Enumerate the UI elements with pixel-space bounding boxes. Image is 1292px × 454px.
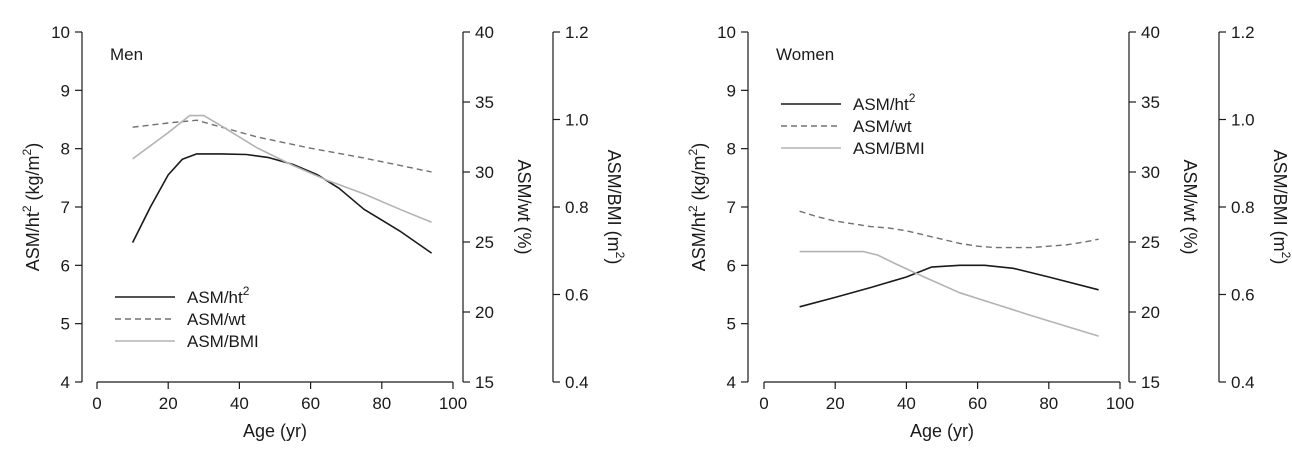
wt-y-title-main: ASM/wt (%) <box>1180 159 1200 254</box>
wt-y-tick-label: 20 <box>1141 303 1160 322</box>
legend-label-main: ASM/wt <box>853 117 912 136</box>
left-y-tick-label: 10 <box>717 23 736 42</box>
bmi-y-title-sup: 2 <box>1279 252 1292 259</box>
panel-label: Men <box>110 45 143 64</box>
x-tick-label: 80 <box>1039 394 1058 413</box>
left-y-title-main: ASM/ht <box>689 212 709 271</box>
left-y-tick-label: 7 <box>727 198 736 217</box>
wt-y-tick-label: 40 <box>475 23 494 42</box>
bmi-y-tick-label: 0.4 <box>1231 373 1255 392</box>
legend-label-wt: ASM/wt <box>853 117 912 136</box>
bmi-y-title-main: ASM/BMI (m <box>1270 150 1290 252</box>
wt-y-tick-label: 35 <box>475 93 494 112</box>
wt-y-tick-label: 30 <box>1141 163 1160 182</box>
wt-y-tick-label: 15 <box>475 373 494 392</box>
series-line-bmi <box>799 250 1099 337</box>
bmi-y-tick-label: 0.8 <box>1231 198 1255 217</box>
legend-label-sup: 2 <box>909 91 916 105</box>
left-y-tick-label: 4 <box>61 373 70 392</box>
left-y-axis-title: ASM/ht2 (kg/m2) <box>686 143 709 271</box>
left-y-title-suffix-sup: 2 <box>686 148 700 155</box>
left-y-title-close: ) <box>23 143 43 149</box>
x-tick-label: 60 <box>968 394 987 413</box>
series-line-wt <box>132 119 432 173</box>
legend-label-ht2: ASM/ht2 <box>853 91 916 114</box>
bmi-y-tick-label: 0.8 <box>565 198 589 217</box>
legend-label-main: ASM/ht <box>187 288 243 307</box>
left-y-axis-title: ASM/ht2 (kg/m2) <box>20 143 43 271</box>
wt-y-title-main: ASM/wt (%) <box>514 159 534 254</box>
left-y-tick-label: 6 <box>61 256 70 275</box>
left-y-title-close: ) <box>689 143 709 149</box>
bmi-y-tick-label: 0.6 <box>565 286 589 305</box>
series-line-ht2 <box>799 264 1099 308</box>
x-tick-label: 0 <box>759 394 768 413</box>
bmi-y-tick-label: 1.0 <box>1231 111 1255 130</box>
wt-y-tick-label: 40 <box>1141 23 1160 42</box>
series-line-bmi <box>132 114 432 224</box>
bmi-y-title-main: ASM/BMI (m <box>604 150 624 252</box>
bmi-y-axis-title: ASM/BMI (m2) <box>604 150 627 265</box>
x-tick-label: 20 <box>159 394 178 413</box>
left-y-title-sup: 2 <box>686 205 700 212</box>
bmi-y-axis-title: ASM/BMI (m2) <box>1270 150 1292 265</box>
bmi-y-title-close: ) <box>1270 258 1290 264</box>
bmi-y-title-sup: 2 <box>613 252 627 259</box>
legend-label-wt: ASM/wt <box>187 310 246 329</box>
wt-y-tick-label: 25 <box>475 233 494 252</box>
left-y-title-suffix-sup: 2 <box>20 148 34 155</box>
wt-y-axis-title: ASM/wt (%) <box>1180 159 1200 254</box>
series-line-ht2 <box>131 153 433 254</box>
left-y-tick-label: 5 <box>727 315 736 334</box>
left-y-title-sup: 2 <box>20 205 34 212</box>
x-axis-title: Age (yr) <box>243 421 307 441</box>
bmi-y-tick-label: 0.6 <box>1231 286 1255 305</box>
left-y-tick-label: 7 <box>61 198 70 217</box>
left-y-title-suffix: (kg/m <box>23 155 43 205</box>
x-tick-label: 40 <box>230 394 249 413</box>
wt-y-tick-label: 20 <box>475 303 494 322</box>
legend-label-bmi: ASM/BMI <box>187 332 259 351</box>
wt-y-tick-label: 15 <box>1141 373 1160 392</box>
left-y-tick-label: 9 <box>61 81 70 100</box>
left-y-title-suffix: (kg/m <box>689 155 709 205</box>
legend-label-bmi: ASM/BMI <box>853 139 925 158</box>
left-y-tick-label: 8 <box>727 140 736 159</box>
series-line-wt <box>799 210 1099 249</box>
x-tick-label: 100 <box>1106 394 1134 413</box>
wt-y-tick-label: 25 <box>1141 233 1160 252</box>
bmi-y-tick-label: 0.4 <box>565 373 589 392</box>
x-tick-label: 100 <box>439 394 467 413</box>
x-axis-title: Age (yr) <box>910 421 974 441</box>
left-y-title-main: ASM/ht <box>23 212 43 271</box>
x-tick-label: 0 <box>92 394 101 413</box>
wt-y-tick-label: 30 <box>475 163 494 182</box>
x-tick-label: 80 <box>372 394 391 413</box>
left-y-tick-label: 6 <box>727 256 736 275</box>
legend-label-main: ASM/BMI <box>187 332 259 351</box>
bmi-y-title-close: ) <box>604 258 624 264</box>
panel-label: Women <box>776 45 834 64</box>
left-y-tick-label: 8 <box>61 140 70 159</box>
legend-label-main: ASM/BMI <box>853 139 925 158</box>
wt-y-axis-title: ASM/wt (%) <box>514 159 534 254</box>
x-tick-label: 40 <box>897 394 916 413</box>
bmi-y-tick-label: 1.0 <box>565 111 589 130</box>
legend-label-sup: 2 <box>243 284 250 298</box>
x-tick-label: 60 <box>301 394 320 413</box>
x-tick-label: 20 <box>826 394 845 413</box>
bmi-y-tick-label: 1.2 <box>565 23 589 42</box>
wt-y-tick-label: 35 <box>1141 93 1160 112</box>
left-y-tick-label: 10 <box>51 23 70 42</box>
left-y-tick-label: 4 <box>727 373 736 392</box>
bmi-y-tick-label: 1.2 <box>1231 23 1255 42</box>
left-y-tick-label: 5 <box>61 315 70 334</box>
legend-label-ht2: ASM/ht2 <box>187 284 250 307</box>
left-y-tick-label: 9 <box>727 81 736 100</box>
legend-label-main: ASM/ht <box>853 95 909 114</box>
legend-label-main: ASM/wt <box>187 310 246 329</box>
